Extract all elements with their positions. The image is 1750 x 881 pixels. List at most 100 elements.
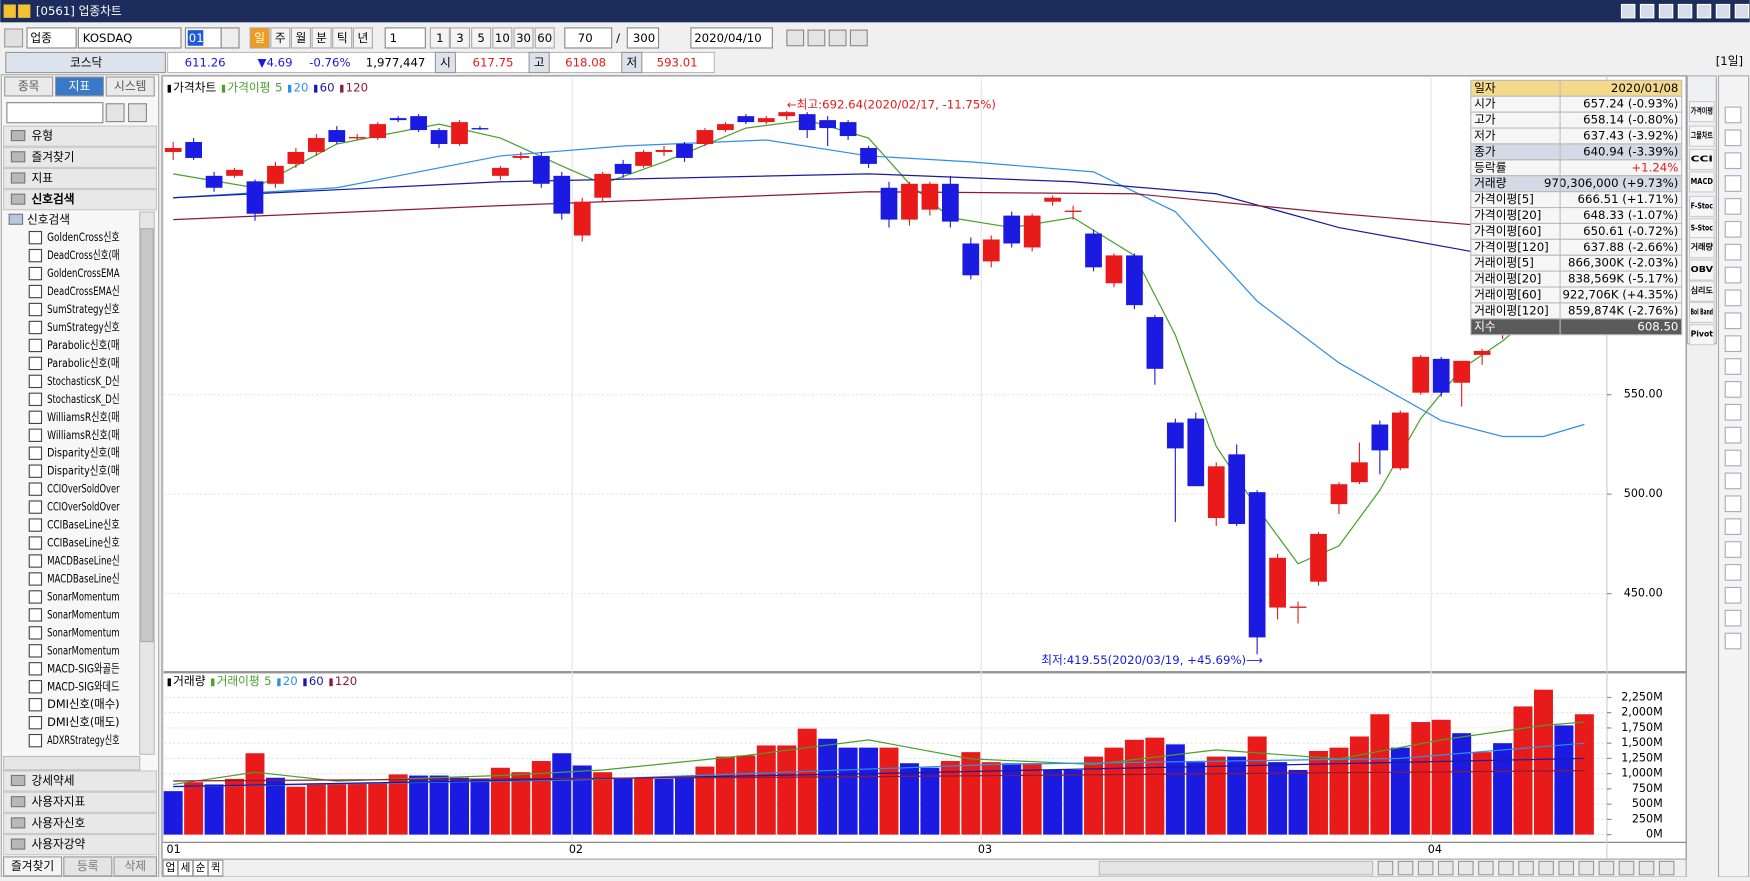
chart-control[interactable]	[1457, 860, 1474, 876]
indicator-label[interactable]: CCI	[1691, 155, 1713, 164]
count-box[interactable]	[564, 27, 613, 49]
checkbox[interactable]	[28, 715, 43, 730]
chart-control[interactable]	[1598, 860, 1615, 876]
drawing-tool[interactable]	[1724, 381, 1742, 398]
window-button[interactable]	[1715, 3, 1731, 19]
signal-item[interactable]: StochasticsK_D신	[47, 392, 120, 406]
checkbox[interactable]	[28, 626, 43, 640]
window-button[interactable]	[1620, 3, 1636, 19]
indicator-button[interactable]	[1688, 100, 1715, 123]
signal-item[interactable]: CCIBaseLine신호	[47, 518, 120, 532]
interval-combo[interactable]	[384, 27, 426, 49]
signal-item[interactable]: CCIOverSoldOver	[47, 500, 120, 514]
window-button[interactable]	[1677, 3, 1693, 19]
indicator-button[interactable]	[1688, 259, 1715, 281]
checkbox[interactable]	[28, 446, 43, 460]
checkbox[interactable]	[28, 644, 43, 658]
scroll-thumb[interactable]	[140, 228, 154, 643]
chart-control[interactable]	[1498, 860, 1514, 876]
signal-item[interactable]: CCIOverSoldOver	[47, 482, 120, 496]
period-button[interactable]	[352, 27, 373, 49]
indicator-label[interactable]: MACD	[1691, 177, 1714, 186]
signal-item[interactable]: MACDBaseLine신	[47, 554, 120, 568]
signal-item[interactable]: DeadCrossEMA신	[47, 284, 120, 298]
folder-row[interactable]	[3, 834, 157, 856]
drawing-tool[interactable]	[1724, 495, 1742, 513]
tool-icon[interactable]	[786, 29, 805, 47]
interval-button[interactable]	[471, 27, 492, 49]
chart-control[interactable]	[1618, 860, 1635, 876]
signal-item[interactable]: ADXRStrategy신호	[47, 733, 120, 747]
drawing-tool[interactable]	[1724, 609, 1742, 627]
nav-button[interactable]	[4, 28, 24, 48]
checkbox[interactable]	[28, 536, 43, 550]
indicator-button[interactable]	[1688, 237, 1715, 259]
checkbox[interactable]	[28, 608, 43, 622]
drawing-tool[interactable]	[1724, 129, 1742, 147]
checkbox[interactable]	[28, 374, 43, 389]
drawing-tool[interactable]	[1724, 426, 1742, 444]
folder-row[interactable]	[3, 146, 157, 168]
chart-control[interactable]	[1658, 860, 1675, 876]
checkbox[interactable]	[28, 500, 43, 514]
folder-row[interactable]	[3, 770, 157, 792]
indicator-button[interactable]	[1688, 148, 1715, 171]
market-combo[interactable]	[26, 27, 77, 49]
checkbox[interactable]	[28, 410, 43, 424]
period-button[interactable]	[290, 27, 311, 49]
signal-item[interactable]: Parabolic신호(매	[47, 338, 120, 352]
sidebar-button[interactable]	[113, 856, 157, 877]
indicator-button[interactable]	[1688, 171, 1715, 193]
signal-item[interactable]: GoldenCrossEMA	[47, 266, 120, 280]
interval-button[interactable]	[513, 27, 534, 49]
folder-row[interactable]	[3, 125, 157, 147]
search-button[interactable]	[220, 27, 240, 49]
signal-item[interactable]: CCIBaseLine신호	[47, 536, 120, 550]
drawing-tool[interactable]	[1724, 175, 1742, 192]
indicator-label[interactable]: Pivot	[1691, 330, 1714, 339]
period-button[interactable]	[311, 27, 332, 49]
chart-control[interactable]	[1397, 860, 1414, 876]
drawing-tool[interactable]	[1724, 564, 1742, 581]
period-button[interactable]	[332, 27, 353, 49]
window-button[interactable]	[1639, 3, 1655, 19]
sidebar-tab[interactable]	[105, 76, 155, 97]
signal-item[interactable]: WilliamsR신호(매	[47, 428, 120, 442]
help-icon[interactable]	[18, 4, 31, 18]
drawing-tool[interactable]	[1724, 106, 1742, 124]
signal-item[interactable]: DMI신호(매도)	[47, 715, 120, 729]
signal-item[interactable]: SonarMomentum	[47, 589, 120, 603]
chart-control[interactable]	[1518, 860, 1534, 876]
chart-control[interactable]	[1538, 860, 1554, 876]
search-input[interactable]	[6, 102, 104, 124]
folder-row[interactable]	[3, 167, 157, 190]
indicator-button[interactable]	[1688, 301, 1715, 324]
indicator-label[interactable]: 심리도	[1691, 285, 1713, 295]
signal-item[interactable]: MACD-SIG와데드	[47, 679, 120, 693]
checkbox[interactable]	[28, 338, 43, 353]
chart-control[interactable]	[1478, 860, 1494, 876]
drawing-tool[interactable]	[1724, 632, 1742, 650]
chart-control[interactable]	[1638, 860, 1655, 876]
signal-item[interactable]: Parabolic신호(매	[47, 356, 120, 370]
drawing-tool[interactable]	[1724, 518, 1742, 536]
checkbox[interactable]	[28, 356, 43, 371]
drawing-tool[interactable]	[1724, 198, 1742, 215]
sidebar-tab[interactable]	[54, 76, 104, 97]
checkbox[interactable]	[28, 590, 43, 604]
checkbox[interactable]	[28, 464, 43, 478]
chart-control[interactable]	[1437, 860, 1454, 876]
drawing-tool[interactable]	[1724, 358, 1742, 375]
signal-item[interactable]: SonarMomentum	[47, 607, 120, 621]
signal-item[interactable]: GoldenCross신호	[47, 230, 120, 244]
chart-control[interactable]	[1417, 860, 1434, 876]
indicator-button[interactable]	[1688, 125, 1715, 147]
sidebar-button[interactable]	[63, 856, 113, 877]
signal-item[interactable]: WilliamsR신호(매	[47, 410, 120, 424]
drawing-tool[interactable]	[1724, 403, 1742, 421]
checkbox[interactable]	[28, 302, 43, 317]
indicator-label[interactable]: OBV	[1691, 265, 1713, 274]
signal-item[interactable]: SumStrategy신호	[47, 320, 120, 334]
checkbox[interactable]	[28, 482, 43, 496]
sidebar-button[interactable]	[3, 856, 63, 877]
